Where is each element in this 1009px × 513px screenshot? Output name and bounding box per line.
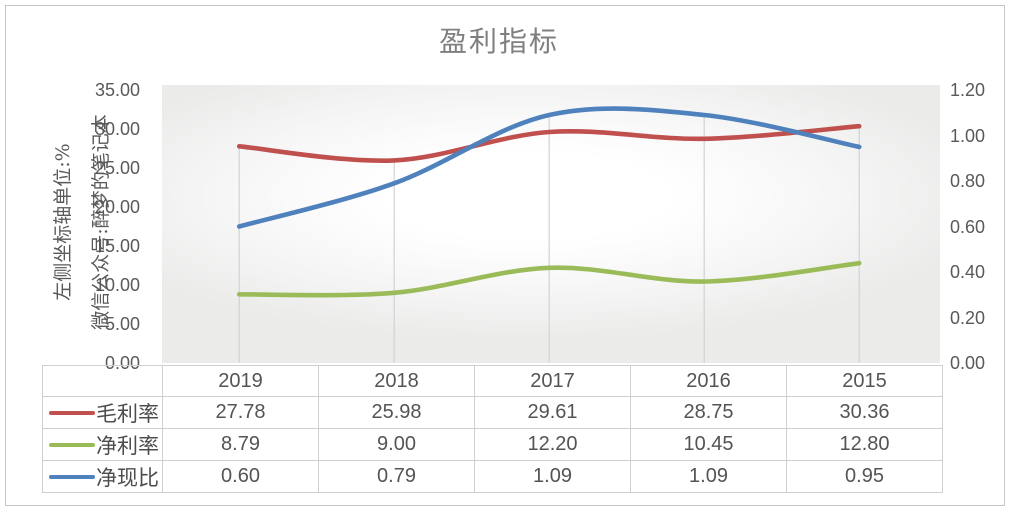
series-line-2 (236, 106, 862, 229)
chart-title: 盈利指标 (438, 25, 560, 58)
table-corner-cell (42, 365, 163, 397)
value-cell: 9.00 (318, 428, 475, 461)
legend-cell-2: 净现比 (42, 460, 163, 493)
left-tick-3: 20.00 (94, 197, 140, 217)
value-cell: 27.78 (162, 396, 319, 429)
right-tick-5: 0.20 (950, 307, 986, 328)
legend-cell-0: 毛利率 (42, 396, 163, 429)
value-cell: 28.75 (630, 396, 787, 429)
value-cell: 25.98 (318, 396, 475, 429)
value-cell: 1.09 (474, 460, 631, 493)
legend-line-icon (49, 442, 95, 447)
value-cell: 0.60 (162, 460, 319, 493)
left-tick-5: 10.00 (94, 275, 140, 295)
legend-cell-1: 净利率 (42, 428, 163, 461)
table-row: 净现比 0.60 0.79 1.09 1.09 0.95 (42, 460, 943, 493)
value-cell: 8.79 (162, 428, 319, 461)
right-tick-1: 1.00 (950, 125, 986, 146)
left-tick-2: 25.00 (94, 158, 140, 178)
year-header-2016: 2016 (630, 365, 787, 397)
data-table: 2019 2018 2017 2016 2015 毛利率 27.78 25.98 29.61 28… (42, 365, 943, 493)
year-header-2018: 2018 (318, 365, 475, 397)
legend-label-1: 净利率 (96, 433, 159, 458)
value-cell: 12.20 (474, 428, 631, 461)
left-tick-4: 15.00 (94, 236, 140, 256)
legend-label-0: 毛利率 (96, 401, 159, 426)
value-cell: 0.95 (786, 460, 943, 493)
value-cell: 0.79 (318, 460, 475, 493)
right-tick-0: 1.20 (950, 80, 986, 100)
right-tick-3: 0.60 (950, 216, 986, 237)
value-cell: 10.45 (630, 428, 787, 461)
year-header-2015: 2015 (786, 365, 943, 397)
right-tick-6: 0.00 (950, 353, 986, 373)
right-tick-4: 0.40 (950, 262, 986, 282)
legend-line-icon (49, 410, 95, 415)
legend-line-icon (49, 474, 95, 479)
right-tick-2: 0.80 (950, 171, 986, 191)
table-row: 净利率 8.79 9.00 12.20 10.45 12.80 (42, 428, 943, 461)
value-cell: 30.36 (786, 396, 943, 429)
year-header-2019: 2019 (162, 365, 319, 397)
series-line-0 (236, 123, 862, 163)
year-header-2017: 2017 (474, 365, 631, 397)
value-cell: 1.09 (630, 460, 787, 493)
left-tick-6: 5.00 (104, 314, 140, 334)
series-line-1 (236, 260, 862, 298)
value-cell: 12.80 (786, 428, 943, 461)
legend-label-2: 净现比 (96, 465, 159, 490)
left-tick-0: 35.00 (94, 80, 140, 100)
left-tick-1: 30.00 (94, 119, 140, 139)
table-row: 毛利率 27.78 25.98 29.61 28.75 30.36 (42, 396, 943, 429)
value-cell: 29.61 (474, 396, 631, 429)
